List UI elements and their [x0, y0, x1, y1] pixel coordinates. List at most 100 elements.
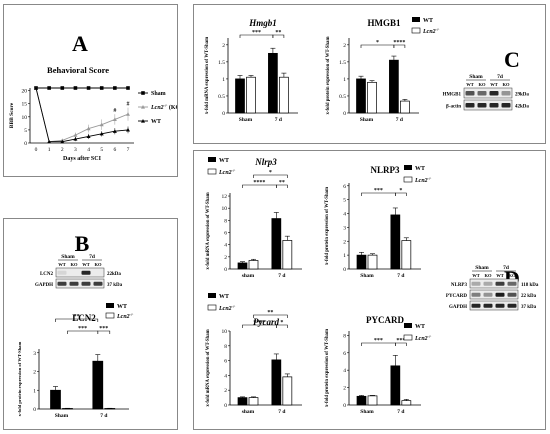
bar [282, 376, 293, 406]
category-label: Sham [360, 117, 374, 123]
legend-label: WT [415, 166, 425, 172]
y-tick-label: 0 [33, 407, 36, 413]
category-label: sham [242, 409, 255, 415]
blot-group-label: 7d [503, 265, 509, 271]
blot-strip [469, 278, 519, 289]
y-tick-label: 10 [22, 115, 28, 121]
category-label: Sham [55, 413, 69, 419]
data-point [73, 137, 78, 141]
y-tick-label: 1 [222, 77, 225, 83]
sig-bracket [276, 184, 288, 188]
legend-swatch-ko [403, 176, 413, 183]
bar [390, 365, 401, 406]
legend-swatch-wt [208, 157, 216, 162]
y-tick-label: 1 [343, 77, 346, 83]
bar [271, 218, 282, 270]
legend-swatch-ko [403, 334, 413, 341]
sig-bracket [276, 324, 288, 328]
bar [401, 400, 412, 406]
y-tick-label: 2 [224, 255, 227, 261]
bar [248, 260, 259, 270]
blot-group-label: 7d [497, 74, 503, 80]
bar [367, 254, 378, 270]
blot-band [471, 292, 481, 297]
blot-lane-label: WT [496, 273, 504, 278]
bar [389, 59, 399, 114]
category-label: 7 d [396, 117, 403, 123]
category-label: 7 d [397, 273, 404, 279]
legend-swatch-wt [412, 17, 420, 22]
sig-label: **** [253, 320, 265, 326]
legend-ko-label: Lcn2-/- [414, 335, 432, 342]
bar [390, 214, 401, 270]
bar [400, 100, 410, 114]
blot-band [501, 91, 511, 96]
bar [271, 359, 282, 406]
bar [356, 78, 366, 114]
bar [92, 360, 104, 410]
sig-label: ** [275, 30, 281, 36]
legend-swatch-wt [404, 165, 412, 170]
y-tick-label: 1.5 [339, 60, 346, 66]
category-label: Sham [360, 409, 374, 415]
category-label: 7 d [100, 413, 107, 419]
bar [367, 395, 378, 406]
x-tick-label: 4 [87, 147, 90, 153]
panel-c: C Hmgb1 0 0.5 1 1.5 2 x-fold mRNA expression of… [193, 4, 546, 144]
y-tick-label: 3 [343, 225, 346, 231]
bar [282, 240, 293, 270]
legend-swatch-ko [207, 304, 217, 311]
legend-swatch-wt [208, 293, 216, 298]
x-tick-label: 0 [35, 147, 38, 153]
y-tick-label: 2 [343, 43, 346, 49]
blot-band [495, 281, 505, 286]
chart-title: Behavioral Score [47, 65, 109, 75]
blot-lane-label: WT [466, 82, 474, 87]
y-tick-label: 15 [22, 102, 28, 108]
y-tick-label: 0 [343, 267, 346, 273]
legend-swatch-ko [105, 312, 115, 319]
legend-label: WT [117, 304, 127, 310]
blot-band [471, 303, 481, 308]
blot-lane-label: KO [94, 262, 102, 267]
blot-lane-label: WT [58, 262, 66, 267]
y-tick-label: 10 [222, 329, 228, 335]
blot-size-label: 22 kDa [521, 294, 537, 299]
sig-bracket [395, 192, 407, 196]
blot-size-label: 37 kDa [521, 305, 537, 310]
blot-row-label: NLRP3 [451, 283, 468, 288]
bar [50, 389, 61, 410]
sig-label: *** [374, 338, 383, 344]
legend-ko-label: Lcn2-/- [414, 177, 432, 184]
bar [237, 262, 248, 270]
chart-title: Pycard [253, 317, 279, 327]
bar [367, 81, 377, 114]
panel-d: D Nlrp3 0 2 4 6 8 10 12 x-fold mRNA expression of… [193, 150, 546, 430]
blot-strip [55, 267, 105, 278]
data-point [47, 86, 51, 90]
sig-bracket [253, 314, 288, 318]
blot-strip [463, 87, 513, 99]
blot-band [483, 281, 493, 286]
legend-marker [141, 119, 145, 123]
y-axis-label: x-fold protein expression of WT-Sham [17, 342, 22, 417]
blot-band [483, 292, 493, 297]
data-point [73, 133, 78, 137]
sig-label: ** [74, 314, 80, 320]
y-tick-label: 2 [33, 370, 36, 376]
sig-label: ** [267, 310, 273, 316]
blot-strip [55, 278, 105, 289]
blot-band [81, 281, 91, 286]
y-tick-label: 1 [33, 388, 36, 394]
behavioral-score-chart: A Behavioral Score 0 5 10 15 20 0 1 2 3 4 5 6 7 Days af… [9, 31, 182, 162]
sig-bracket [272, 34, 285, 38]
y-tick-label: 2 [224, 388, 227, 394]
sig-label: **** [253, 180, 265, 186]
sig-label: * [376, 40, 379, 46]
blot-lane-label: WT [490, 82, 498, 87]
blot-size-label: 118 kDa [521, 283, 539, 288]
data-point [112, 117, 117, 122]
blot-group-label: Sham [469, 74, 483, 80]
y-tick-label: 1.5 [218, 60, 225, 66]
